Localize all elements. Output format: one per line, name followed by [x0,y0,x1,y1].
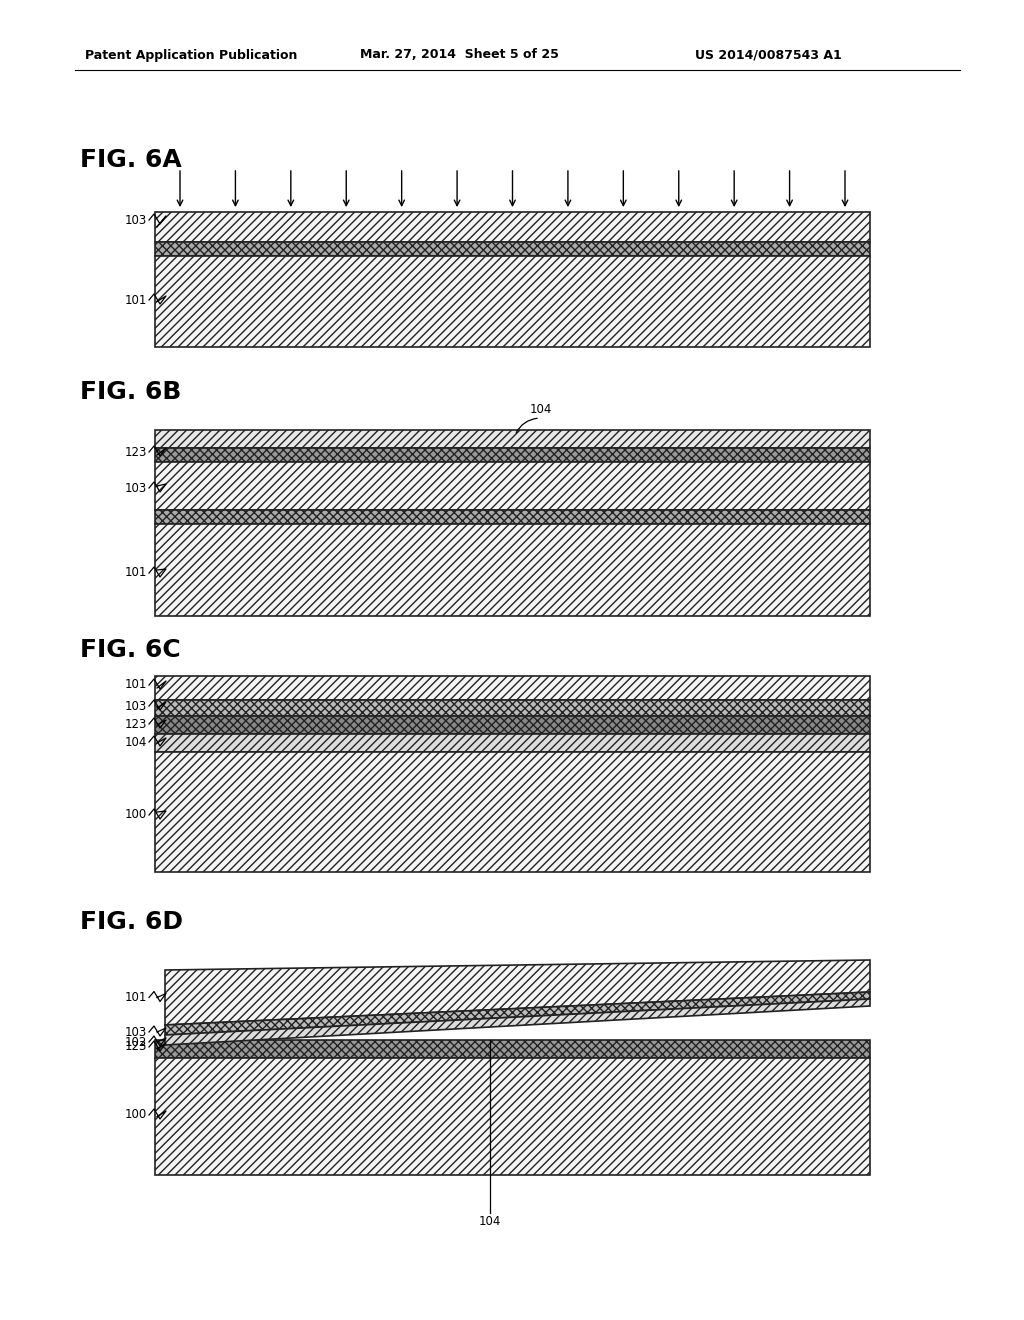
Bar [155,430,870,447]
Bar [155,524,870,616]
Text: 101: 101 [125,293,147,306]
Text: 103: 103 [125,482,147,495]
Text: 123: 123 [125,1040,147,1053]
Bar [155,1040,870,1059]
Bar [155,447,870,462]
Bar [155,213,870,242]
Polygon shape [165,960,870,1026]
Bar [155,715,870,734]
Text: US 2014/0087543 A1: US 2014/0087543 A1 [695,49,842,62]
Text: 104: 104 [125,735,147,748]
Text: 100: 100 [125,1109,147,1122]
Bar [155,256,870,347]
Text: 104: 104 [479,1214,501,1228]
Bar [155,1059,870,1175]
Text: FIG. 6C: FIG. 6C [80,638,181,663]
Bar [155,752,870,873]
Text: 103: 103 [125,700,147,713]
Text: FIG. 6D: FIG. 6D [80,909,183,935]
Text: Mar. 27, 2014  Sheet 5 of 25: Mar. 27, 2014 Sheet 5 of 25 [360,49,559,62]
Bar [155,510,870,524]
Text: 101: 101 [125,991,147,1005]
Text: 104: 104 [530,403,552,416]
Bar [155,242,870,256]
Text: FIG. 6B: FIG. 6B [80,380,181,404]
Bar [155,734,870,752]
Text: 123: 123 [125,718,147,730]
Text: Patent Application Publication: Patent Application Publication [85,49,297,62]
Text: 123: 123 [125,446,147,458]
Bar [155,676,870,700]
Bar [155,700,870,715]
Text: 101: 101 [125,566,147,579]
Polygon shape [165,993,870,1035]
Text: 103: 103 [125,214,147,227]
Text: 100: 100 [125,808,147,821]
Text: 102: 102 [125,1035,147,1048]
Polygon shape [165,999,870,1045]
Text: FIG. 6A: FIG. 6A [80,148,181,172]
Text: 103: 103 [125,1026,147,1039]
Bar [155,462,870,510]
Text: 101: 101 [125,678,147,692]
